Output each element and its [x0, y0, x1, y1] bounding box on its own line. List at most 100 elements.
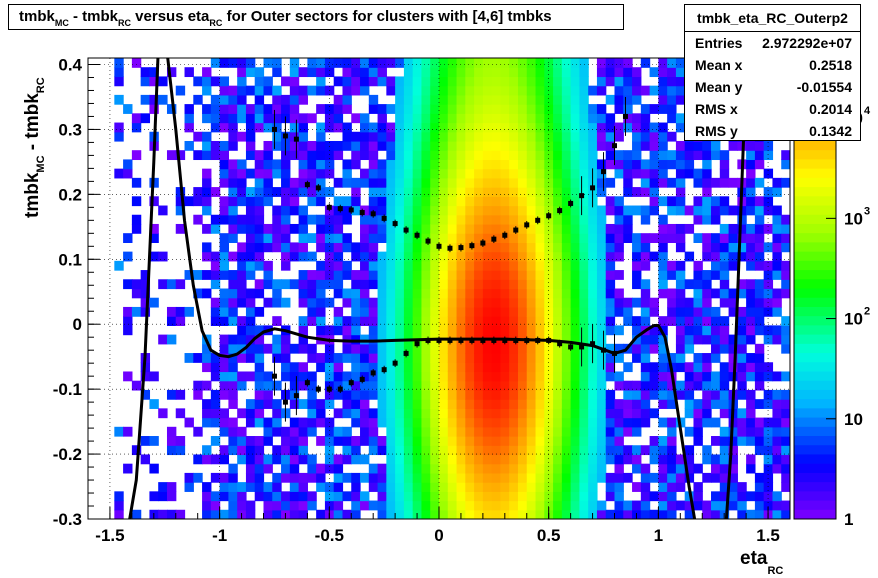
heatmap-cell — [553, 131, 563, 142]
heatmap-cell — [675, 76, 686, 87]
heatmap-cell — [324, 482, 335, 492]
heatmap-cell — [316, 242, 326, 253]
heatmap-cell — [421, 76, 431, 87]
heatmap-cell — [395, 371, 405, 382]
heatmap-cell — [272, 113, 282, 124]
heatmap-cell — [702, 251, 712, 262]
heatmap-cell — [526, 297, 537, 308]
heatmap-cell — [702, 279, 712, 290]
heatmap-cell — [772, 205, 782, 216]
palette-band — [794, 270, 836, 280]
heatmap-cell — [614, 131, 624, 142]
rms-profile-point — [579, 193, 585, 199]
heatmap-cell — [535, 343, 545, 354]
heatmap-cell — [254, 306, 265, 317]
heatmap-cell — [509, 159, 519, 170]
heatmap-cell — [509, 58, 519, 68]
heatmap-cell — [377, 380, 387, 391]
heatmap-cell — [333, 408, 344, 419]
heatmap-cell — [570, 334, 581, 345]
heatmap-cell — [640, 214, 651, 225]
heatmap-cell — [684, 334, 695, 345]
heatmap-cell — [228, 445, 238, 456]
heatmap-cell — [272, 214, 282, 225]
heatmap-cell — [368, 58, 379, 68]
heatmap-cell — [491, 316, 502, 326]
heatmap-cell — [649, 251, 659, 262]
heatmap-cell — [640, 297, 651, 308]
heatmap-cell — [482, 371, 493, 382]
heatmap-cell — [447, 445, 458, 456]
heatmap-cell — [693, 297, 703, 308]
heatmap-cell — [596, 463, 607, 474]
heatmap-cell — [526, 491, 537, 502]
heatmap-cell — [439, 500, 449, 511]
heatmap-cell — [553, 279, 563, 290]
heatmap-cell — [395, 316, 405, 326]
heatmap-cell — [605, 94, 616, 105]
heatmap-cell — [263, 58, 273, 68]
heatmap-cell — [228, 214, 238, 225]
heatmap-cell — [553, 297, 563, 308]
heatmap-cell — [553, 85, 563, 96]
heatmap-cell — [491, 279, 502, 290]
heatmap-cell — [728, 260, 738, 271]
heatmap-cell — [579, 306, 589, 317]
heatmap-cell — [667, 482, 677, 492]
heatmap-cell — [570, 436, 581, 446]
heatmap-cell — [439, 214, 449, 225]
z-tick-label: 10 — [844, 310, 863, 329]
heatmap-cell — [544, 104, 554, 114]
heatmap-cell — [456, 472, 466, 483]
heatmap-cell — [596, 177, 607, 188]
heatmap-cell — [395, 454, 405, 465]
heatmap-cell — [588, 270, 598, 280]
heatmap-cell — [570, 325, 581, 336]
heatmap-cell — [386, 454, 396, 465]
heatmap-cell — [456, 482, 466, 492]
heatmap-cell — [658, 316, 668, 326]
heatmap-cell — [658, 242, 668, 253]
heatmap-cell — [754, 417, 765, 428]
heatmap-cell — [746, 187, 756, 197]
stats-label: Mean y — [695, 79, 743, 95]
heatmap-cell — [272, 445, 282, 456]
heatmap-cell — [456, 380, 466, 391]
heatmap-cell — [158, 491, 168, 502]
heatmap-cell — [298, 380, 308, 391]
heatmap-cell — [640, 279, 651, 290]
heatmap-cell — [447, 500, 458, 511]
heatmap-cell — [114, 131, 124, 142]
heatmap-cell — [342, 196, 352, 207]
heatmap-cell — [684, 362, 695, 373]
heatmap-cell — [281, 251, 291, 262]
heatmap-cell — [596, 306, 607, 317]
heatmap-cell — [640, 343, 651, 354]
heatmap-cell — [377, 76, 387, 87]
heatmap-cell — [579, 436, 589, 446]
heatmap-cell — [596, 316, 607, 326]
heatmap-cell — [403, 150, 414, 161]
heatmap-cell — [324, 353, 335, 363]
heatmap-cell — [237, 177, 247, 188]
heatmap-cell — [237, 260, 247, 271]
heatmap-cell — [561, 242, 572, 253]
heatmap-cell — [360, 85, 370, 96]
heatmap-cell — [245, 500, 256, 511]
heatmap-cell — [588, 242, 598, 253]
heatmap-cell — [333, 362, 344, 373]
palette-band — [794, 482, 836, 492]
heatmap-cell — [746, 371, 756, 382]
heatmap-cell — [175, 223, 186, 234]
heatmap-cell — [614, 509, 624, 519]
heatmap-cell — [456, 297, 466, 308]
heatmap-cell — [421, 242, 431, 253]
heatmap-cell — [772, 260, 782, 271]
palette-band — [794, 150, 836, 160]
heatmap-cell — [579, 122, 589, 133]
heatmap-cell — [298, 233, 308, 243]
heatmap-cell — [439, 482, 449, 492]
heatmap-cell — [360, 214, 370, 225]
heatmap-cell — [588, 408, 598, 419]
heatmap-cell — [675, 389, 686, 400]
